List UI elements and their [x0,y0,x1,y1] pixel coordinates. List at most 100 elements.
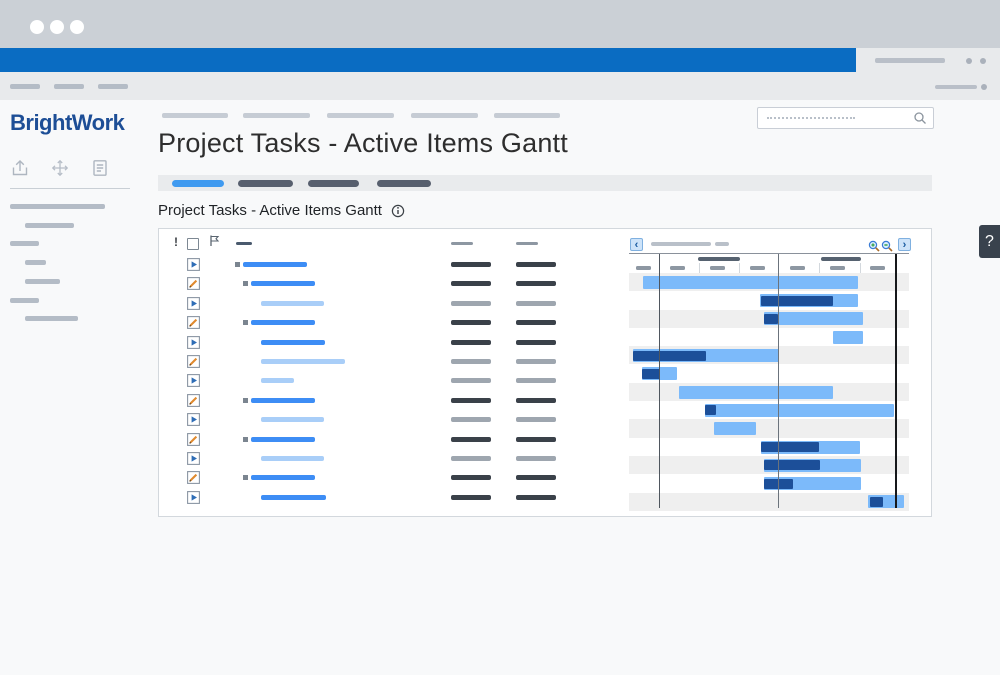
gantt-task-bar[interactable] [643,275,858,289]
window-control-dot[interactable] [70,20,84,34]
sidebar-nav-item[interactable] [10,297,39,303]
search-input[interactable] [757,107,934,129]
suite-bar-brand-area [0,48,856,72]
zoom-out-icon[interactable] [881,239,893,257]
sidebar-nav-item[interactable] [25,278,60,284]
gantt-scroll-right-button[interactable]: › [898,238,911,251]
task-title-bar[interactable] [251,397,315,403]
document-icon[interactable] [90,158,110,178]
task-row[interactable] [159,488,629,507]
gantt-task-bar[interactable] [705,403,894,417]
move-icon[interactable] [50,158,70,178]
task-row[interactable] [159,391,629,410]
task-title-bar[interactable] [261,300,324,306]
sidebar-nav-item[interactable] [25,260,46,266]
view-tab[interactable] [377,180,431,187]
search-icon [914,112,926,124]
gantt-scroll-left-button[interactable]: ‹ [630,238,643,251]
top-nav-link[interactable] [411,113,478,118]
gantt-row-stripe [629,364,909,383]
window-control-dot[interactable] [30,20,44,34]
view-tab[interactable] [238,180,293,187]
task-start-date-bar [451,397,491,403]
gantt-task-bar[interactable] [764,312,863,326]
sidebar-nav-item[interactable] [25,316,78,322]
task-title-bar[interactable] [251,436,315,442]
suite-action-dot[interactable] [966,58,972,64]
task-row[interactable] [159,468,629,487]
task-row[interactable] [159,274,629,293]
task-title-bar[interactable] [261,494,326,500]
window-control-dot[interactable] [50,20,64,34]
gantt-task-bar[interactable] [833,330,863,344]
sidebar-nav-item[interactable] [25,222,74,228]
gantt-task-bar[interactable] [760,294,858,308]
task-row[interactable] [159,255,629,274]
ribbon-command-pill[interactable] [98,84,128,89]
task-title-bar[interactable] [251,475,315,481]
pencil-icon[interactable] [187,316,200,334]
play-icon[interactable] [187,335,200,354]
play-icon[interactable] [187,452,200,470]
task-title-bar[interactable] [261,378,294,384]
task-title-bar[interactable] [261,417,324,423]
select-all-checkbox[interactable] [187,238,199,250]
top-nav-link[interactable] [162,113,228,118]
task-title-bar[interactable] [251,281,315,287]
ribbon-action-dot[interactable] [981,84,987,90]
gantt-row-stripe [629,327,909,347]
play-icon[interactable] [187,413,200,431]
zoom-in-icon[interactable] [868,239,880,257]
task-due-date-bar [516,436,556,442]
ribbon-command-pill[interactable] [10,84,40,89]
top-nav-link[interactable] [494,113,560,118]
info-icon[interactable] [391,204,405,218]
play-icon[interactable] [187,490,200,509]
gantt-progress-bar [764,313,778,324]
play-icon[interactable] [187,296,200,315]
pencil-icon[interactable] [187,471,200,489]
pencil-icon[interactable] [187,277,200,295]
gantt-task-bar[interactable] [633,349,779,362]
task-start-date-bar [451,494,491,500]
task-title-bar[interactable] [261,359,345,364]
pencil-icon[interactable] [187,393,200,412]
task-start-date-bar [451,436,491,442]
task-row[interactable] [159,313,629,332]
task-row[interactable] [159,333,629,352]
sidebar-nav-item[interactable] [10,241,39,247]
task-title-bar[interactable] [251,320,315,326]
view-tab-active[interactable] [172,180,224,187]
brightwork-logo[interactable]: BrightWork [10,110,125,135]
top-nav-link[interactable] [327,113,394,118]
gantt-task-bar[interactable] [764,458,861,472]
task-row[interactable] [159,449,629,468]
task-row[interactable] [159,430,629,449]
pencil-icon[interactable] [187,355,200,373]
task-due-date-bar [516,417,556,423]
top-nav-link[interactable] [243,113,310,118]
task-title-bar[interactable] [261,339,325,345]
play-icon[interactable] [187,374,200,392]
task-row[interactable] [159,294,629,313]
task-title-bar[interactable] [243,262,307,267]
gantt-task-bar[interactable] [679,385,833,399]
play-icon[interactable] [187,258,200,276]
suite-action-dot[interactable] [980,58,986,64]
task-row[interactable] [159,352,629,371]
ribbon-command-pill[interactable] [54,84,84,89]
task-row[interactable] [159,410,629,429]
task-row[interactable] [159,371,629,390]
gantt-progress-bar [761,442,819,452]
gantt-task-bar[interactable] [714,422,756,436]
gantt-toolbar-placeholder-line [651,242,711,246]
help-button[interactable]: ? [979,225,1000,258]
pencil-icon[interactable] [187,432,200,451]
upload-icon[interactable] [10,158,30,178]
view-tab[interactable] [308,180,359,187]
task-start-date-bar [451,320,491,326]
task-title-bar[interactable] [261,456,324,461]
sidebar-nav-item[interactable] [10,204,105,209]
gantt-task-bar[interactable] [868,495,904,509]
gantt-task-bar[interactable] [761,440,860,454]
